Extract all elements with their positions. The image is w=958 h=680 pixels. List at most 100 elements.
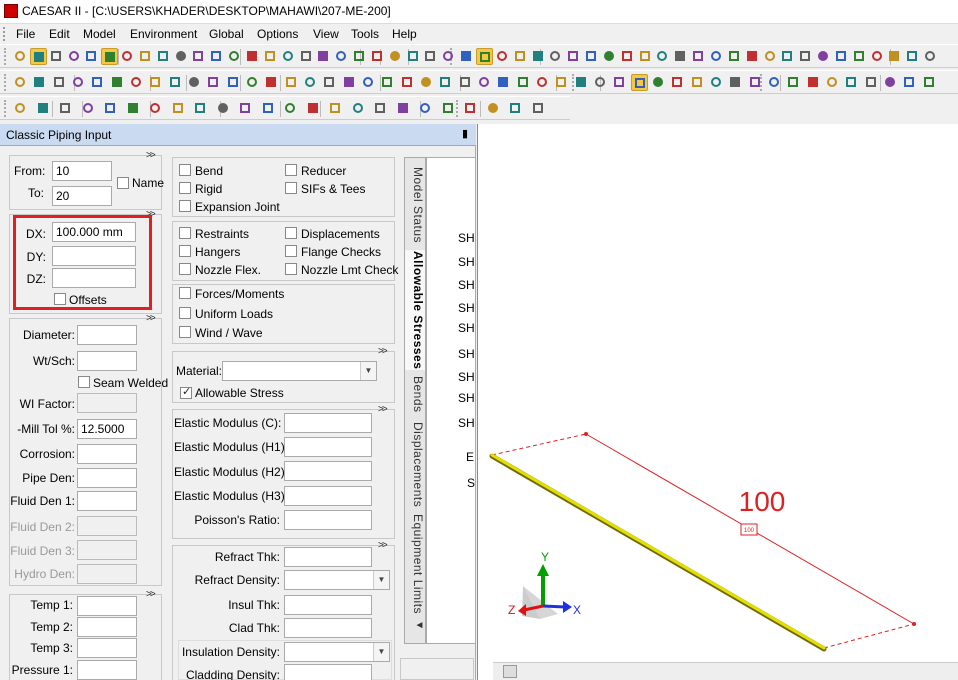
toolbar-button-icon[interactable] xyxy=(573,74,590,91)
toolbar-button-icon[interactable] xyxy=(922,48,939,65)
menu-tools[interactable]: Tools xyxy=(351,27,380,41)
toolbar-button-icon[interactable] xyxy=(379,74,396,91)
material-select[interactable]: ▼ xyxy=(222,361,377,381)
toolbar-button-icon[interactable] xyxy=(12,74,29,91)
toolbar-button-icon[interactable] xyxy=(901,74,918,91)
toolbar-button-icon[interactable] xyxy=(462,100,479,117)
rigid-checkbox[interactable] xyxy=(179,182,191,194)
wind-wave-checkbox[interactable] xyxy=(179,326,191,338)
toolbar-button-icon[interactable] xyxy=(369,48,386,65)
toolbar-grip[interactable] xyxy=(760,74,764,91)
toolbar-button-icon[interactable] xyxy=(726,48,743,65)
expand-material-icon[interactable]: >> xyxy=(378,346,388,357)
pipe-den-input[interactable] xyxy=(77,468,137,488)
toolbar-grip[interactable] xyxy=(456,100,460,117)
toolbar-button-icon[interactable] xyxy=(869,48,886,65)
toolbar-button-icon[interactable] xyxy=(399,74,416,91)
dz-input[interactable] xyxy=(52,268,136,288)
toolbar-button-icon[interactable] xyxy=(12,48,29,65)
pressure-1-input[interactable] xyxy=(77,660,137,680)
toolbar-button-icon[interactable] xyxy=(327,100,344,117)
toolbar-button-icon[interactable] xyxy=(102,100,119,117)
toolbar-button-icon[interactable] xyxy=(833,48,850,65)
toolbar-button-icon[interactable] xyxy=(263,74,280,91)
toolbar-button-icon[interactable] xyxy=(672,48,689,65)
toolbar-button-icon[interactable] xyxy=(494,48,511,65)
to-node-input[interactable]: 20 xyxy=(52,186,112,206)
toolbar-button-icon[interactable] xyxy=(619,48,636,65)
toolbar-button-icon[interactable] xyxy=(147,74,164,91)
horizontal-scrollbar[interactable] xyxy=(493,662,958,680)
sifs-tees-checkbox[interactable] xyxy=(285,182,297,194)
toolbar-button-icon[interactable] xyxy=(186,74,203,91)
toolbar-button-icon[interactable] xyxy=(422,48,439,65)
toolbar-button-icon[interactable] xyxy=(170,100,187,117)
toolbar-button-icon[interactable] xyxy=(727,74,744,91)
expand-insulation-icon[interactable]: >> xyxy=(378,540,388,551)
insulation-density-select[interactable]: ▼ xyxy=(284,642,390,662)
toolbar-button-icon[interactable] xyxy=(863,74,880,91)
toolbar-button-icon[interactable] xyxy=(372,100,389,117)
toolbar-button-icon[interactable] xyxy=(244,48,261,65)
elastic-c-input[interactable] xyxy=(284,413,372,433)
elastic-h2-input[interactable] xyxy=(284,461,372,481)
toolbar-button-icon[interactable] xyxy=(244,74,261,91)
toolbar-button-icon[interactable] xyxy=(89,74,106,91)
mill-tol-input[interactable]: 12.5000 xyxy=(77,419,137,439)
3d-viewport[interactable]: 100 100 Y X Z xyxy=(477,124,958,680)
toolbar-button-icon[interactable] xyxy=(553,74,570,91)
toolbar-button-icon[interactable] xyxy=(321,74,338,91)
fluid-den-1-input[interactable] xyxy=(77,491,137,511)
toolbar-button-icon[interactable] xyxy=(360,74,377,91)
toolbar-button-icon[interactable] xyxy=(51,74,68,91)
toolbar-button-icon[interactable] xyxy=(29,48,47,65)
toolbar-button-icon[interactable] xyxy=(886,48,903,65)
temp-1-input[interactable] xyxy=(77,596,137,616)
toolbar-button-icon[interactable] xyxy=(650,74,667,91)
toolbar-button-icon[interactable] xyxy=(824,74,841,91)
toolbar-button-icon[interactable] xyxy=(843,74,860,91)
toolbar-button-icon[interactable] xyxy=(515,74,532,91)
toolbar-button-icon[interactable] xyxy=(744,48,761,65)
expand-pipe-icon[interactable]: >> xyxy=(146,313,156,324)
uniform-loads-checkbox[interactable] xyxy=(179,307,191,319)
toolbar-button-icon[interactable] xyxy=(437,74,454,91)
allowable-stress-checkbox[interactable] xyxy=(180,385,192,399)
toolbar-button-icon[interactable] xyxy=(630,74,648,91)
refract-thk-input[interactable] xyxy=(284,547,372,567)
toolbar-button-icon[interactable] xyxy=(904,48,921,65)
toolbar-button-icon[interactable] xyxy=(762,48,779,65)
elastic-h3-input[interactable] xyxy=(284,486,372,506)
menu-model[interactable]: Model xyxy=(83,27,116,41)
toolbar-button-icon[interactable] xyxy=(66,48,83,65)
menu-view[interactable]: View xyxy=(313,27,339,41)
bend-checkbox[interactable] xyxy=(179,164,191,176)
expand-node-icon[interactable]: >> xyxy=(146,150,156,161)
toolbar-button-icon[interactable] xyxy=(387,48,404,65)
restraints-checkbox[interactable] xyxy=(179,227,191,239)
toolbar-button-icon[interactable] xyxy=(708,74,725,91)
toolbar-button-icon[interactable] xyxy=(689,74,706,91)
toolbar-button-icon[interactable] xyxy=(205,74,222,91)
toolbar-button-icon[interactable] xyxy=(417,100,434,117)
toolbar-button-icon[interactable] xyxy=(797,48,814,65)
toolbar-button-icon[interactable] xyxy=(747,74,764,91)
temp-2-input[interactable] xyxy=(77,617,137,637)
toolbar-button-icon[interactable] xyxy=(708,48,725,65)
menu-edit[interactable]: Edit xyxy=(49,27,70,41)
toolbar-button-icon[interactable] xyxy=(237,100,254,117)
toolbar-button-icon[interactable] xyxy=(305,100,322,117)
toolbar-button-icon[interactable] xyxy=(457,74,474,91)
toolbar-button-icon[interactable] xyxy=(260,100,277,117)
toolbar-button-icon[interactable] xyxy=(507,100,524,117)
scrollbar-thumb[interactable] xyxy=(503,665,517,678)
seam-welded-checkbox[interactable] xyxy=(78,376,90,388)
menu-global[interactable]: Global xyxy=(209,27,244,41)
toolbar-button-icon[interactable] xyxy=(530,100,547,117)
toolbar-button-icon[interactable] xyxy=(192,100,209,117)
corrosion-input[interactable] xyxy=(77,444,137,464)
toolbar-button-icon[interactable] xyxy=(654,48,671,65)
toolbar-button-icon[interactable] xyxy=(262,48,279,65)
toolbar-button-icon[interactable] xyxy=(766,74,783,91)
toolbar-button-icon[interactable] xyxy=(83,48,100,65)
